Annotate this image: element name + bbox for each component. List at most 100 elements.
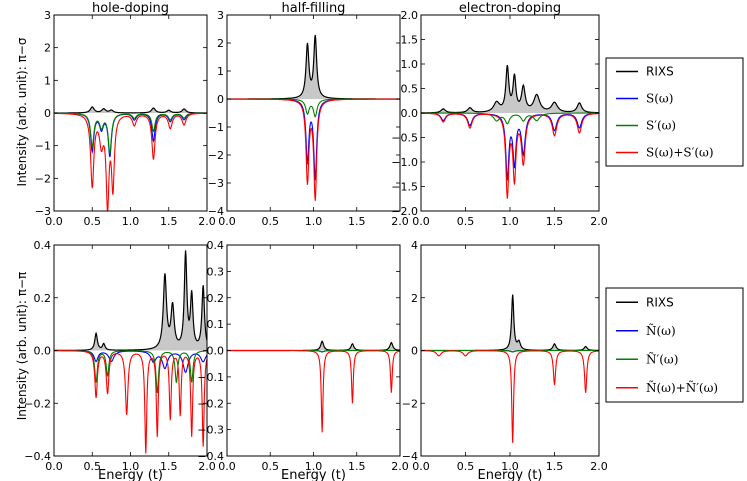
legend-frame <box>605 57 744 167</box>
panel-title: hole-doping <box>92 1 169 16</box>
x-tick-label: 1.0 <box>122 215 140 228</box>
series-line-1 <box>54 250 207 352</box>
y-tick-label: 0.1 <box>207 318 225 331</box>
x-tick-label: 0.5 <box>457 215 475 228</box>
x-tick-label: 2.0 <box>590 215 608 228</box>
plot-area <box>54 106 207 211</box>
x-tick-label: 0.0 <box>218 460 236 473</box>
y-tick-label: −4 <box>208 205 224 218</box>
y-tick-label: 2 <box>411 292 418 305</box>
legend-label: S′(ω) <box>646 119 676 133</box>
y-tick-label: −3 <box>208 177 224 190</box>
series-line-1 <box>227 340 400 352</box>
x-tick-label: 1.5 <box>160 460 178 473</box>
y-tick-label: 4 <box>411 239 418 252</box>
legend-label: RIXS <box>646 295 674 309</box>
x-tick-label: 0.5 <box>84 460 102 473</box>
row-label-bottom: Intensity (arb. unit): π−π <box>15 272 29 421</box>
panel-6: 0.0 0.5 1.0 1.5 2.0 −4 −2 0 2 4 Energy (t) <box>402 239 608 481</box>
x-axis-label: Energy (t) <box>478 468 543 481</box>
x-tick-label: 0.5 <box>262 460 280 473</box>
y-tick-label: 2.0 <box>401 9 419 22</box>
y-tick-label: −2 <box>35 172 51 185</box>
series-line-4 <box>421 112 599 199</box>
x-tick-label: 0.5 <box>457 460 475 473</box>
y-tick-label: 0.5 <box>401 83 419 96</box>
y-tick-label: 3 <box>217 9 224 22</box>
series-line-3 <box>54 112 207 154</box>
series-line-1 <box>54 106 207 114</box>
series-line-4 <box>227 98 400 201</box>
y-tick-label: 0.3 <box>207 265 225 278</box>
y-tick-label: −1.0 <box>391 156 418 169</box>
series-fill-rixs <box>54 106 207 113</box>
panel-title: electron-doping <box>459 1 561 16</box>
x-tick-label: 0.5 <box>84 215 102 228</box>
series-line-1 <box>421 64 599 114</box>
series-line-3 <box>54 350 207 394</box>
x-tick-label: 2.0 <box>590 460 608 473</box>
y-tick-label: −3 <box>35 205 51 218</box>
x-tick-label: 0.0 <box>45 215 63 228</box>
plot-area <box>227 340 400 433</box>
x-axis-label: Energy (t) <box>281 468 346 481</box>
x-tick-label: 0.0 <box>412 215 430 228</box>
y-tick-label: −2 <box>402 397 418 410</box>
y-tick-label: −0.4 <box>197 450 224 463</box>
y-tick-label: 1 <box>44 74 51 87</box>
legend-label: RIXS <box>646 65 674 79</box>
y-tick-label: 0.0 <box>401 107 419 120</box>
y-tick-label: −0.4 <box>24 450 51 463</box>
panel-1: 0.0 0.5 1.0 1.5 2.0 −3 −2 −1 0 1 2 3 hole-doping <box>35 1 216 228</box>
y-tick-label: −0.5 <box>391 132 418 145</box>
panel-4: 0.0 0.5 1.0 1.5 2.0 −0.4 −0.2 0.0 0.2 0.4 Energy (… <box>24 239 215 481</box>
x-tick-label: 1.0 <box>122 460 140 473</box>
series-line-4 <box>421 350 599 443</box>
x-tick-label: 1.5 <box>160 215 178 228</box>
y-tick-label: −2 <box>208 149 224 162</box>
panels-group: 0.0 0.5 1.0 1.5 2.0 −3 −2 −1 0 1 2 3 hole-doping 0.0 0… <box>24 1 607 481</box>
legend-bottom: RIXS Ñ(ω) Ñ′(ω) Ñ(ω)+Ñ′(ω) <box>605 287 744 403</box>
plot-area <box>421 64 599 199</box>
y-tick-label: 1.5 <box>401 34 419 47</box>
x-tick-label: 2.0 <box>198 215 216 228</box>
series-line-3 <box>421 112 599 125</box>
x-tick-label: 2.0 <box>198 460 216 473</box>
x-tick-label: 1.5 <box>348 215 366 228</box>
legend-top: RIXS S(ω) S′(ω) S(ω)+S′(ω) <box>605 57 744 167</box>
plot-area <box>421 294 599 443</box>
y-tick-label: −1 <box>35 140 51 153</box>
series-line-4 <box>54 112 207 211</box>
y-tick-label: 0 <box>411 345 418 358</box>
y-tick-label: −1 <box>208 121 224 134</box>
series-line-2 <box>54 112 207 158</box>
y-tick-label: 3 <box>44 9 51 22</box>
y-tick-label: 0.4 <box>207 239 225 252</box>
plot-area <box>227 34 400 201</box>
y-tick-label: 1.0 <box>401 58 419 71</box>
panel-5: 0.0 0.5 1.0 1.5 2.0−0.4−0.3−0.2−0.10.00.10.2… <box>197 239 408 481</box>
plot-area <box>54 250 207 454</box>
y-tick-label: 0 <box>217 93 224 106</box>
series-line-4 <box>227 349 400 433</box>
legend-label: Ñ′(ω) <box>646 351 678 366</box>
y-tick-label: 0.0 <box>207 345 225 358</box>
series-fill-rixs <box>54 250 207 351</box>
y-tick-label: −2.0 <box>391 205 418 218</box>
x-tick-label: 1.5 <box>348 460 366 473</box>
legend-label: Ñ(ω)+Ñ′(ω) <box>646 380 718 395</box>
x-tick-label: 1.0 <box>305 215 323 228</box>
x-axis-label: Energy (t) <box>98 468 163 481</box>
x-tick-label: 1.0 <box>501 215 519 228</box>
legend-frame <box>605 287 744 403</box>
x-tick-label: 0.5 <box>262 215 280 228</box>
series-fill-rixs <box>421 65 599 113</box>
y-tick-label: −1.5 <box>391 181 418 194</box>
legend-label: S(ω)+S′(ω) <box>646 146 714 160</box>
y-tick-label: −0.3 <box>197 424 224 437</box>
y-tick-label: 0.2 <box>207 292 225 305</box>
y-tick-label: 0 <box>44 107 51 120</box>
x-tick-label: 0.0 <box>218 215 236 228</box>
series-line-4 <box>54 350 207 454</box>
